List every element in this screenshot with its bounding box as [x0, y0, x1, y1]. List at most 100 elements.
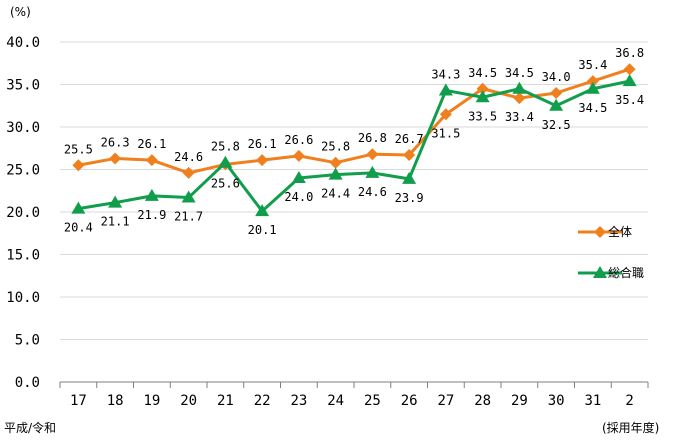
- x-tick-label: 17: [70, 393, 87, 409]
- data-point-triangle: [365, 165, 380, 178]
- data-label: 20.1: [248, 223, 277, 237]
- data-point-diamond: [109, 152, 122, 165]
- data-label: 21.9: [137, 208, 166, 222]
- data-point-triangle: [585, 81, 600, 94]
- data-label: 34.5: [505, 66, 534, 80]
- series-layer: [71, 63, 637, 217]
- y-tick-label: 10.0: [6, 290, 40, 306]
- x-tick-label: 20: [180, 393, 197, 409]
- y-tick-label: 25.0: [6, 163, 40, 179]
- data-label: 24.4: [321, 187, 350, 201]
- x-tick-label: 24: [327, 393, 344, 409]
- x-tick-label: 2: [625, 393, 633, 409]
- data-point-triangle: [218, 155, 233, 168]
- x-tick-label: 29: [511, 393, 528, 409]
- y-tick-label: 15.0: [6, 248, 40, 264]
- x-tick-label: 28: [474, 393, 491, 409]
- data-point-triangle: [512, 81, 527, 94]
- data-label: 35.4: [615, 93, 644, 107]
- series-line-sogoshoku: [78, 79, 630, 213]
- data-point-triangle: [291, 171, 306, 183]
- x-tick-label: 22: [254, 393, 271, 409]
- y-tick-label: 5.0: [15, 333, 40, 349]
- x-tick-label: 26: [401, 393, 418, 409]
- data-point-triangle: [71, 201, 86, 214]
- x-tick-label: 23: [290, 393, 307, 409]
- x-tick-label: 30: [548, 393, 565, 409]
- data-point-triangle: [181, 190, 196, 203]
- data-label: 24.6: [174, 150, 203, 164]
- data-label: 21.1: [101, 215, 130, 229]
- data-point-diamond: [623, 63, 636, 76]
- data-label: 25.8: [211, 140, 240, 154]
- data-label: 21.7: [174, 210, 203, 224]
- data-label: 26.1: [137, 137, 166, 151]
- data-label: 24.6: [358, 185, 387, 199]
- data-point-diamond: [586, 75, 599, 88]
- x-tick-label: 25: [364, 393, 381, 409]
- x-tick-label: 21: [217, 393, 234, 409]
- series-line-zentai: [78, 67, 631, 175]
- data-label: 36.8: [615, 46, 644, 60]
- data-point-diamond: [513, 92, 526, 105]
- data-point-diamond: [256, 154, 269, 167]
- data-point-triangle: [108, 195, 123, 208]
- data-label: 34.5: [468, 66, 497, 80]
- data-point-diamond: [403, 149, 416, 162]
- data-point-diamond: [145, 154, 158, 167]
- data-label: 32.5: [542, 118, 571, 132]
- data-label: 24.0: [284, 190, 313, 204]
- y-tick-label: 20.0: [6, 205, 40, 221]
- data-label: 25.5: [64, 142, 93, 156]
- data-label: 26.6: [284, 133, 313, 147]
- data-point-triangle: [255, 204, 270, 217]
- grid-lines: [60, 41, 648, 340]
- data-point-diamond: [329, 156, 342, 169]
- x-axis-unit-label: (採用年度): [602, 420, 659, 435]
- data-label: 34.5: [578, 101, 607, 115]
- data-point-triangle: [328, 167, 343, 180]
- x-tick-label: 31: [584, 393, 601, 409]
- data-label: 23.9: [395, 191, 424, 205]
- data-label: 26.1: [248, 137, 277, 151]
- data-point-diamond: [182, 166, 195, 179]
- y-tick-label: 0.0: [15, 375, 40, 391]
- x-axis-era-label: 平成/令和: [4, 420, 56, 435]
- data-point-triangle: [144, 188, 159, 201]
- legend-marker-triangle: [593, 266, 607, 278]
- data-label: 26.8: [358, 131, 387, 145]
- x-axis: 17 18 19 20 21 22 23 24 25 26 27 28 29 30 31 2: [59, 381, 649, 409]
- y-tick-label: 40.0: [6, 35, 40, 51]
- data-label: 33.5: [468, 109, 497, 123]
- data-point-diamond: [550, 87, 563, 99]
- data-label: 20.4: [64, 221, 93, 235]
- legend-label-zentai: 全体: [608, 224, 632, 239]
- data-label: 26.3: [101, 135, 130, 149]
- data-point-triangle: [438, 83, 453, 96]
- data-label: 34.3: [431, 67, 460, 81]
- data-label: 34.0: [542, 70, 571, 84]
- legend-marker-diamond: [594, 226, 606, 238]
- y-axis-ticks: 0.0 5.0 10.0 15.0 20.0 25.0 30.0 35.0 40.0: [6, 35, 40, 391]
- data-labels: 25.5 26.3 26.1 24.6 25.6 26.1 26.6 25.8 26.8 26.7…: [64, 46, 644, 237]
- data-label: 25.6: [211, 176, 240, 190]
- legend-label-sogoshoku: 総合職: [608, 265, 644, 280]
- data-point-triangle: [622, 74, 637, 87]
- y-axis-unit-label: (%): [10, 5, 31, 19]
- data-point-diamond: [72, 159, 85, 172]
- y-tick-label: 35.0: [6, 78, 40, 94]
- data-label: 25.8: [321, 140, 350, 154]
- data-point-diamond: [439, 108, 452, 121]
- data-point-triangle: [475, 90, 490, 103]
- x-tick-label: 18: [107, 393, 124, 409]
- data-point-diamond: [476, 82, 489, 95]
- data-point-triangle: [549, 98, 564, 111]
- data-label: 31.5: [431, 126, 460, 140]
- data-point-diamond: [366, 148, 379, 161]
- data-point-triangle: [402, 171, 417, 184]
- data-label: 26.7: [395, 132, 424, 146]
- data-label: 33.4: [505, 110, 534, 124]
- y-tick-label: 30.0: [6, 120, 40, 136]
